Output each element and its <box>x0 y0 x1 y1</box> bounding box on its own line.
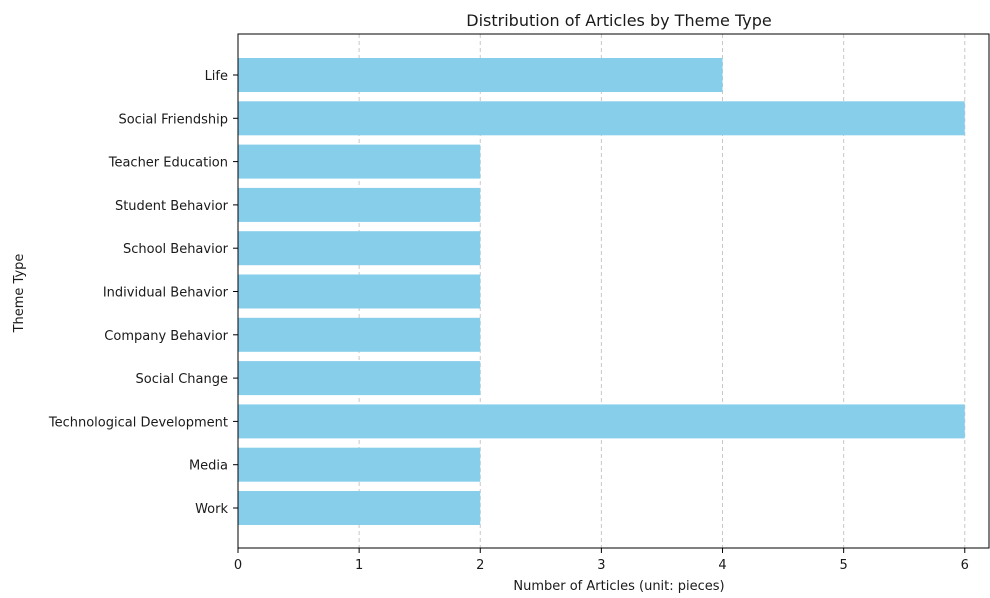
y-tick-label: Company Behavior <box>104 329 228 344</box>
x-tick-label: 4 <box>718 558 726 573</box>
x-tick-label: 2 <box>476 558 484 573</box>
y-tick-label: Technological Development <box>48 415 228 430</box>
bar <box>238 101 965 136</box>
y-tick-label: Work <box>195 502 228 517</box>
x-tick-label: 3 <box>597 558 605 573</box>
y-ticks: Life Social Friendship Teacher Education St… <box>48 69 238 517</box>
y-tick-label: Life <box>205 69 228 84</box>
bar <box>238 447 481 482</box>
bar <box>238 361 481 396</box>
x-ticks: 0 1 2 3 4 5 6 <box>234 548 969 573</box>
x-axis-title: Number of Articles (unit: pieces) <box>513 579 724 594</box>
bar <box>238 187 481 222</box>
x-tick-label: 0 <box>234 558 242 573</box>
bar <box>238 317 481 352</box>
bar <box>238 491 481 525</box>
y-tick-label: Student Behavior <box>115 199 229 214</box>
y-tick-label: Teacher Education <box>108 156 228 171</box>
y-tick-label: Social Friendship <box>118 112 228 127</box>
bar <box>238 58 723 92</box>
x-tick-label: 6 <box>961 558 969 573</box>
chart-title: Distribution of Articles by Theme Type <box>466 11 771 30</box>
bar <box>238 144 481 179</box>
y-tick-label: School Behavior <box>123 242 229 257</box>
x-tick-label: 1 <box>355 558 363 573</box>
bar <box>238 231 481 266</box>
y-tick-label: Social Change <box>136 372 228 387</box>
y-tick-label: Individual Behavior <box>103 286 229 301</box>
y-axis-title: Theme Type <box>12 254 27 334</box>
bar <box>238 274 481 309</box>
bars <box>238 58 965 525</box>
bar <box>238 404 965 439</box>
x-tick-label: 5 <box>840 558 848 573</box>
y-tick-label: Media <box>189 459 228 474</box>
